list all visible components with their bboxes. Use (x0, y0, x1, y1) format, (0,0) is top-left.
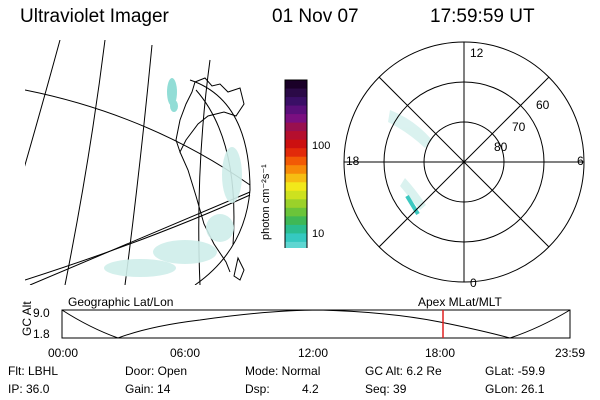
info-ip: IP: 36.0 (8, 382, 50, 396)
timeline-xtick-0600: 06:00 (170, 346, 201, 360)
colorbar-segment (285, 207, 307, 217)
info-dsp-label: Dsp: (245, 382, 270, 396)
info-glat: GLat: -59.9 (485, 364, 546, 378)
info-gc-alt: GC Alt: 6.2 Re (365, 364, 442, 378)
coastline (175, 77, 245, 154)
timeline-xtick-2359: 23:59 (555, 346, 586, 360)
aurora-emission (167, 78, 178, 112)
colorbar-segment (285, 216, 307, 226)
colorbar-tick-100: 100 (312, 140, 331, 152)
timeline-left-label: Geographic Lat/Lon (68, 295, 174, 309)
colorbar-segment (285, 190, 307, 200)
timeline-right-label: Apex MLat/MLT (418, 295, 502, 309)
colorbar-segment (285, 80, 307, 90)
app-title: Ultraviolet Imager (20, 6, 169, 27)
info-flt: Flt: LBHL (8, 364, 59, 378)
info-door: Door: Open (125, 364, 188, 378)
polar-aurora-oval (388, 110, 432, 210)
colorbar (284, 79, 308, 248)
colorbar-segment (285, 114, 307, 124)
polar-plot (343, 41, 585, 283)
info-gain: Gain: 14 (125, 382, 171, 396)
lat-label-80: 80 (494, 140, 508, 154)
colorbar-segment (285, 97, 307, 107)
timeline-ytick-9: 9.0 (33, 306, 50, 320)
timeline-chart (61, 309, 571, 339)
colorbar-segment (285, 131, 307, 141)
madagascar-outline (233, 256, 245, 281)
lat-label-60: 60 (536, 98, 550, 112)
colorbar-segment (285, 156, 307, 166)
timeline-xtick-0000: 00:00 (48, 346, 79, 360)
time-label: 17:59:59 UT (430, 6, 535, 27)
colorbar-segment (285, 139, 307, 149)
colorbar-segment (285, 88, 307, 98)
colorbar-segment (285, 233, 307, 243)
info-dsp-value: 4.2 (302, 382, 319, 396)
colorbar-segment (285, 165, 307, 175)
colorbar-segment (285, 182, 307, 192)
timeline-ytick-1-8: 1.8 (33, 327, 50, 341)
colorbar-segment (285, 199, 307, 209)
colorbar-segment (285, 241, 307, 248)
colorbar-segment (285, 148, 307, 158)
info-glon: GLon: 26.1 (485, 382, 545, 396)
colorbar-unit-label: photon cm⁻²s⁻¹ (260, 164, 272, 240)
date-label: 01 Nov 07 (272, 6, 359, 27)
colorbar-segment (285, 122, 307, 132)
mlt-label-12: 12 (470, 46, 484, 60)
mlt-label-18: 18 (346, 154, 360, 168)
timeline-xtick-1800: 18:00 (425, 346, 456, 360)
mlt-label-6: 6 (577, 154, 584, 168)
lat-label-70: 70 (512, 120, 526, 134)
colorbar-segment (285, 105, 307, 115)
colorbar-segment (285, 224, 307, 234)
altitude-curve (61, 309, 571, 339)
mlt-label-0: 0 (470, 276, 477, 290)
colorbar-segment (285, 173, 307, 183)
timeline-xtick-1200: 12:00 (298, 346, 329, 360)
colorbar-tick-10: 10 (312, 228, 325, 240)
info-mode: Mode: Normal (245, 364, 321, 378)
info-seq: Seq: 39 (365, 382, 407, 396)
